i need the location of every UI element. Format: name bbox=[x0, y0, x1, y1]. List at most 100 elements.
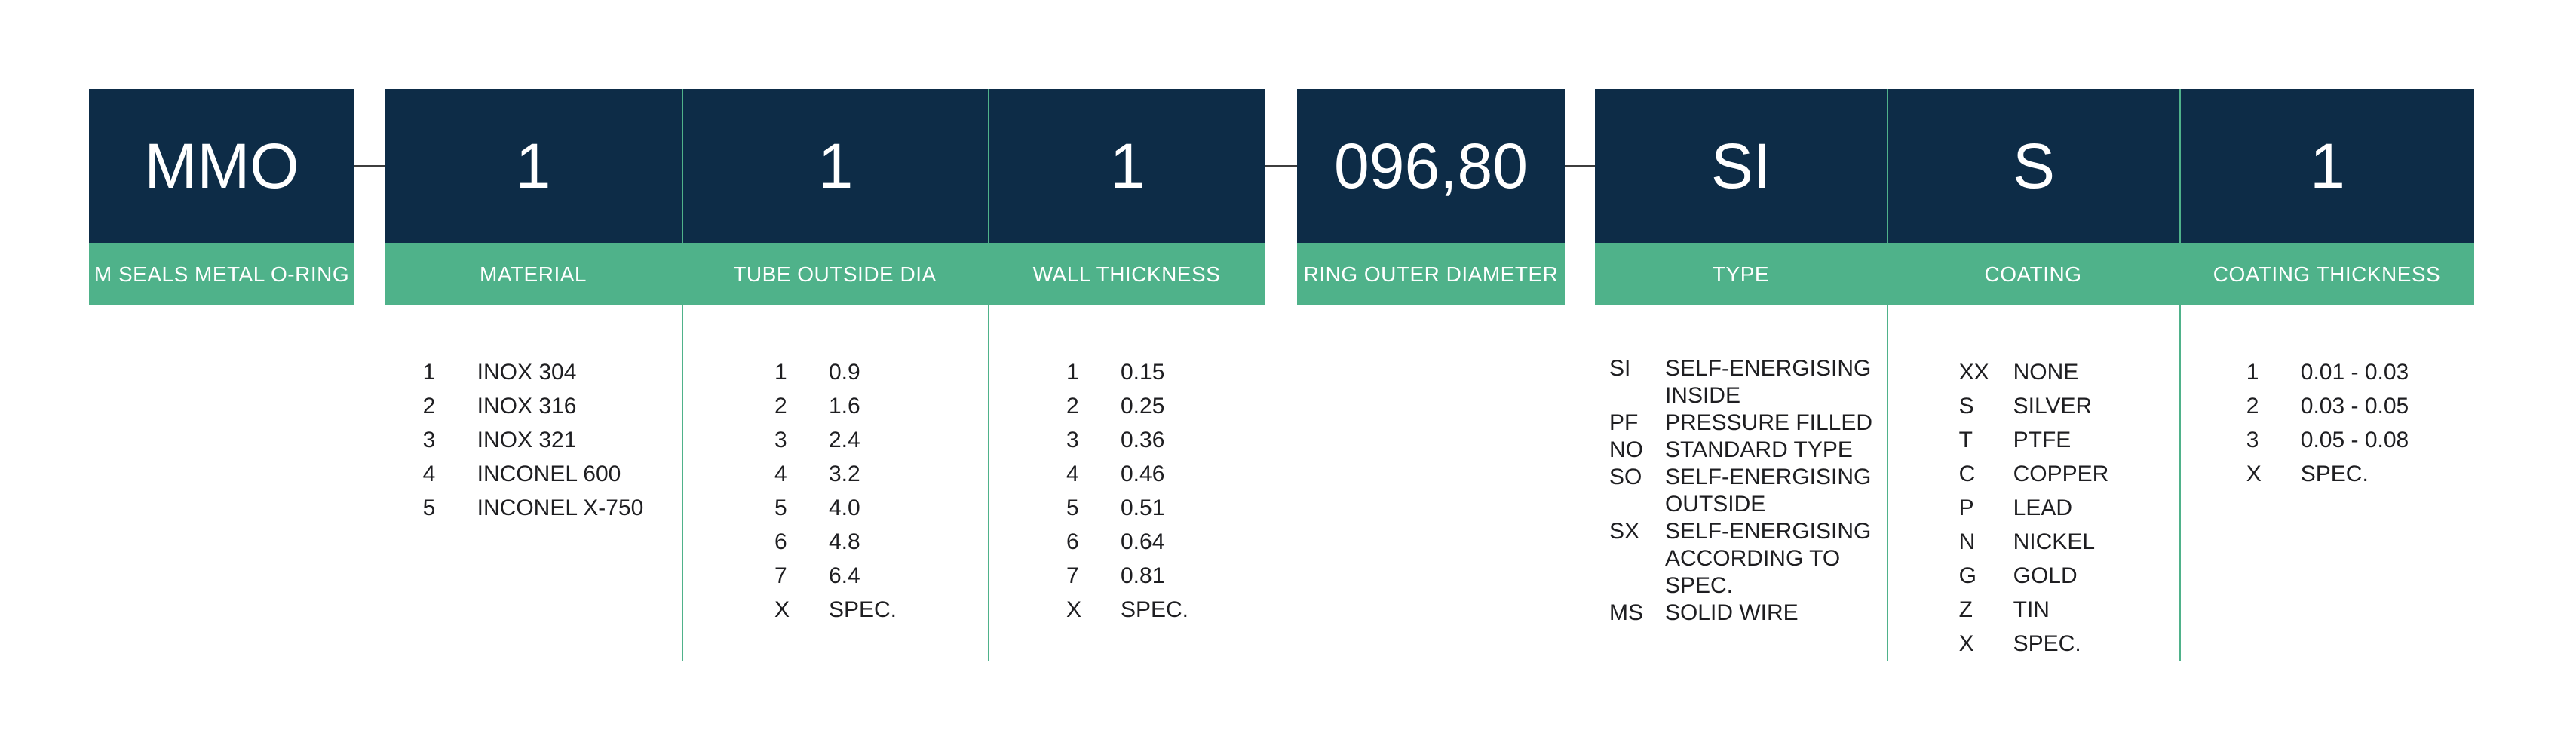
option-code: 3 bbox=[2246, 428, 2259, 452]
option-desc: SPEC. bbox=[2013, 631, 2081, 656]
list-item: 1 0.15 bbox=[1066, 355, 1188, 389]
list-item: 3 INOX 321 bbox=[423, 423, 644, 457]
list-item: XX NONE bbox=[1959, 355, 2109, 389]
option-code: 4 bbox=[422, 462, 436, 486]
option-code: 4 bbox=[1066, 462, 1079, 486]
code-cell-ring: 096,80 bbox=[1297, 89, 1565, 243]
list-item: 4 0.46 bbox=[1066, 457, 1188, 491]
option-code: X bbox=[2246, 462, 2262, 486]
code-cell-type: SI bbox=[1595, 89, 1887, 243]
option-desc: TIN bbox=[2013, 597, 2050, 622]
option-desc: SPEC. bbox=[828, 597, 897, 622]
list-item: MS SOLID WIRE bbox=[1609, 600, 1872, 627]
option-code: SI bbox=[1608, 356, 1631, 381]
option-desc: NICKEL bbox=[2013, 529, 2096, 554]
option-code: 7 bbox=[1066, 563, 1079, 588]
code-cell-material: 1 bbox=[385, 89, 682, 243]
option-code: 1 bbox=[422, 360, 436, 385]
option-desc: STANDARD TYPE bbox=[1664, 437, 1853, 462]
list-item: 4 INCONEL 600 bbox=[423, 457, 644, 491]
list-item: 6 0.64 bbox=[1066, 525, 1188, 559]
option-desc: GOLD bbox=[2013, 563, 2078, 588]
list-item: T PTFE bbox=[1959, 423, 2109, 457]
option-desc: 0.81 bbox=[1120, 563, 1165, 588]
code-value-material: 1 bbox=[515, 130, 551, 201]
label-coating-thickness: COATING THICKNESS bbox=[2213, 262, 2441, 286]
code-cell-coating: S bbox=[1887, 89, 2179, 243]
option-code: MS bbox=[1608, 600, 1643, 625]
option-desc: INCONEL X-750 bbox=[477, 495, 644, 520]
option-desc: 0.25 bbox=[1120, 394, 1165, 419]
label-row: MATERIAL TUBE OUTSIDE DIA WALL THICKNESS bbox=[385, 243, 1265, 305]
segment-dimensions: 1 1 1 MATERIAL TUBE OUTSIDE DIA WALL THI… bbox=[385, 89, 1265, 661]
label-row: M SEALS METAL O-RING bbox=[89, 243, 354, 305]
connector-line bbox=[1565, 165, 1595, 167]
label-cell-ring: RING OUTER DIAMETER bbox=[1297, 243, 1565, 305]
code-cell-tube: 1 bbox=[682, 89, 988, 243]
option-code: 4 bbox=[774, 462, 787, 486]
options-list-material: 1 INOX 304 2 INOX 316 3 INOX 321 4 INCON… bbox=[423, 355, 644, 525]
list-item: 7 0.81 bbox=[1066, 559, 1188, 593]
label-tube: TUBE OUTSIDE DIA bbox=[733, 262, 937, 286]
segment-mmo: MMO M SEALS METAL O-RING bbox=[89, 89, 354, 305]
code-value-mmo: MMO bbox=[144, 130, 299, 201]
option-desc: 0.05 - 0.08 bbox=[2300, 428, 2409, 452]
list-item: 1 INOX 304 bbox=[423, 355, 644, 389]
option-desc: 0.15 bbox=[1120, 360, 1165, 385]
option-code: 5 bbox=[422, 495, 436, 520]
option-desc: SILVER bbox=[2013, 394, 2093, 419]
option-desc: 0.36 bbox=[1120, 428, 1165, 452]
option-code: SO bbox=[1608, 465, 1642, 489]
code-cell-mmo: MMO bbox=[89, 89, 354, 243]
label-type: TYPE bbox=[1712, 262, 1770, 286]
option-desc: LEAD bbox=[2013, 495, 2073, 520]
list-item: SX SELF-ENERGISING ACCORDING TO SPEC. bbox=[1609, 518, 1872, 600]
list-item: S SILVER bbox=[1959, 389, 2109, 423]
list-item: SI SELF-ENERGISING INSIDE bbox=[1609, 355, 1872, 409]
option-code: T bbox=[1958, 428, 1973, 452]
segment-ring-diameter: 096,80 RING OUTER DIAMETER bbox=[1297, 89, 1565, 305]
option-code: G bbox=[1958, 563, 1976, 588]
code-value-coating: S bbox=[2012, 130, 2056, 201]
options-row: 1 INOX 304 2 INOX 316 3 INOX 321 4 INCON… bbox=[385, 305, 1265, 661]
option-desc: 0.9 bbox=[828, 360, 860, 385]
list-item: 6 4.8 bbox=[774, 525, 897, 559]
options-row: SI SELF-ENERGISING INSIDE PF PRESSURE FI… bbox=[1595, 305, 2474, 661]
label-coating: COATING bbox=[1984, 262, 2082, 286]
list-item: 3 2.4 bbox=[774, 423, 897, 457]
label-cell-tube: TUBE OUTSIDE DIA bbox=[682, 243, 988, 305]
option-code: 1 bbox=[774, 360, 787, 385]
list-item: X SPEC. bbox=[2246, 457, 2409, 491]
list-item: NO STANDARD TYPE bbox=[1609, 437, 1872, 464]
label-cell-material: MATERIAL bbox=[385, 243, 682, 305]
code-value-type: SI bbox=[1710, 130, 1771, 201]
label-ring: RING OUTER DIAMETER bbox=[1303, 262, 1559, 286]
option-desc: 2.4 bbox=[828, 428, 860, 452]
list-item: C COPPER bbox=[1959, 457, 2109, 491]
list-item: 5 4.0 bbox=[774, 491, 897, 525]
code-row: 096,80 bbox=[1297, 89, 1565, 243]
option-code: PF bbox=[1608, 410, 1639, 435]
option-code: C bbox=[1958, 462, 1976, 486]
option-desc: PTFE bbox=[2013, 428, 2072, 452]
option-desc: 0.03 - 0.05 bbox=[2300, 394, 2409, 419]
connector-line bbox=[354, 165, 385, 167]
option-code: N bbox=[1958, 529, 1976, 554]
option-code: 1 bbox=[1066, 360, 1079, 385]
options-cell-coating: XX NONE S SILVER T PTFE C COPPER P LEA bbox=[1887, 305, 2179, 661]
list-item: 3 0.36 bbox=[1066, 423, 1188, 457]
option-desc: 0.01 - 0.03 bbox=[2300, 360, 2409, 385]
option-desc: SELF-ENERGISING OUTSIDE bbox=[1664, 465, 1872, 517]
list-item: X SPEC. bbox=[1959, 627, 2109, 661]
option-code: 1 bbox=[2246, 360, 2259, 385]
option-desc: COPPER bbox=[2013, 462, 2109, 486]
label-cell-wall: WALL THICKNESS bbox=[988, 243, 1265, 305]
connector-line bbox=[1265, 165, 1297, 167]
label-cell-mmo: M SEALS METAL O-RING bbox=[89, 243, 354, 305]
option-desc: 0.46 bbox=[1120, 462, 1165, 486]
option-code: NO bbox=[1608, 437, 1643, 462]
option-code: SX bbox=[1608, 519, 1639, 544]
option-code: X bbox=[1066, 597, 1081, 622]
option-code: 3 bbox=[422, 428, 436, 452]
option-desc: SPEC. bbox=[1120, 597, 1189, 622]
